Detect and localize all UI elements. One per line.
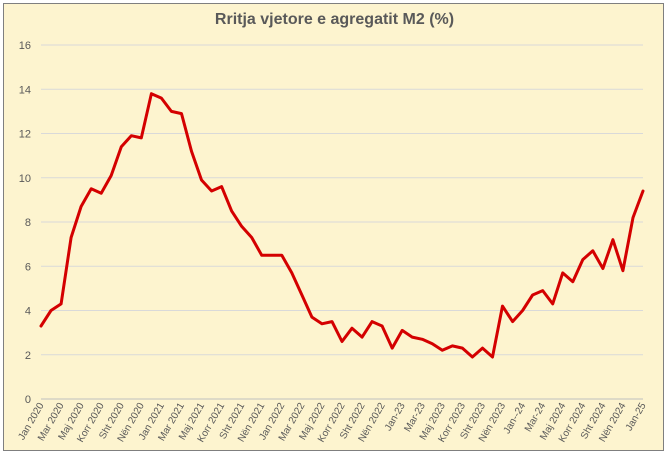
y-tick-label: 2 bbox=[25, 350, 31, 362]
y-tick-label: 14 bbox=[19, 84, 31, 96]
y-tick-label: 16 bbox=[19, 40, 31, 52]
y-tick-label: 6 bbox=[25, 261, 31, 273]
series-line bbox=[39, 92, 645, 359]
y-tick-label: 8 bbox=[25, 217, 31, 229]
y-tick-label: 12 bbox=[19, 129, 31, 141]
y-tick-label: 0 bbox=[25, 394, 31, 406]
y-tick-label: 10 bbox=[19, 173, 31, 185]
y-tick-label: 4 bbox=[25, 306, 31, 318]
x-tick-label: Jan-25 bbox=[624, 401, 649, 433]
chart-title: Rritja vjetore e agregatit M2 (%) bbox=[214, 11, 455, 28]
chart-frame bbox=[3, 3, 664, 451]
